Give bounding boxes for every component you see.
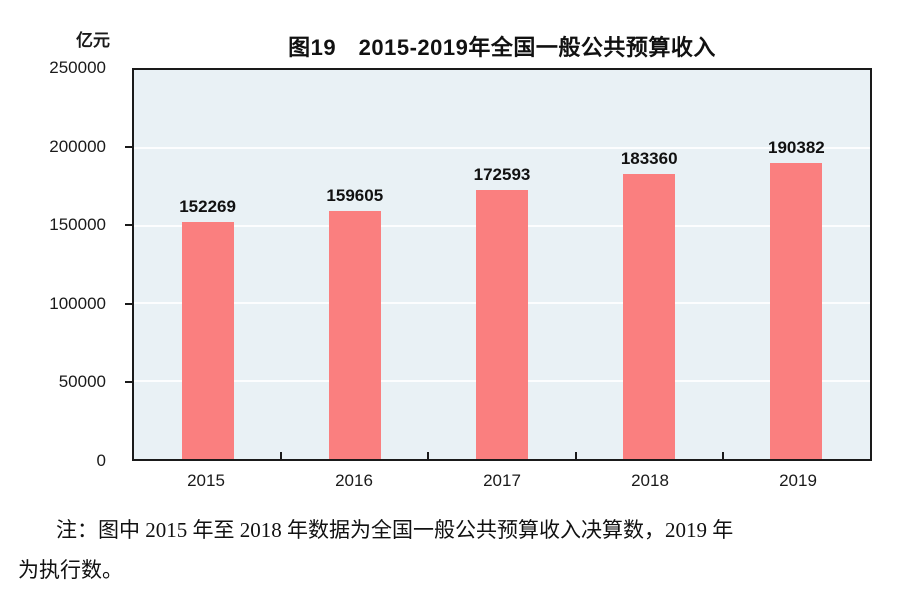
y-axis-unit-label: 亿元 [76,31,110,50]
y-tick-label: 100000 [49,293,106,313]
bar-value-label: 152269 [179,197,236,217]
x-tick-label: 2015 [187,471,225,490]
x-tick-mark [721,452,724,459]
y-tick-mark [125,145,132,148]
gridline [134,146,870,149]
bar [623,173,676,459]
x-tick-mark [427,452,430,459]
y-tick-mark [125,302,132,305]
y-tick-label: 50000 [58,372,106,392]
bar [328,210,381,459]
y-axis-tick-marks [125,68,132,461]
footnote: 注：图中 2015 年至 2018 年数据为全国一般公共预算收入决算数，2019… [18,510,886,590]
x-tick-label: 2017 [483,471,521,490]
bar [770,162,823,459]
x-tick-label: 2016 [335,471,373,490]
x-axis-labels: 2015 2016 2017 2018 2019 [132,471,872,495]
y-tick-label: 150000 [49,215,106,235]
x-tick-label: 2018 [631,471,669,490]
x-tick-mark [280,452,283,459]
y-tick-mark [125,381,132,384]
bar [181,222,234,459]
bar-value-label: 159605 [326,185,384,205]
footnote-line-2: 为执行数。 [18,558,123,582]
y-tick-mark [125,224,132,227]
y-tick-label: 0 [96,451,106,470]
y-tick-label: 200000 [49,136,106,156]
chart-title: 图19 2015-2019年全国一般公共预算收入 [288,35,716,60]
plot-area: 152269 159605 172593 183360 190382 [132,68,872,461]
y-axis-labels: 0 50000 100000 150000 200000 250000 [0,58,106,470]
bar-value-label: 183360 [620,148,678,168]
x-tick-label: 2019 [779,471,817,490]
footnote-line-1: 注：图中 2015 年至 2018 年数据为全国一般公共预算收入决算数，2019… [56,518,734,542]
bar-value-label: 190382 [768,137,825,157]
x-tick-mark [574,452,577,459]
bar-value-label: 172593 [473,165,531,185]
y-tick-label: 250000 [49,58,106,77]
bar [476,190,528,459]
